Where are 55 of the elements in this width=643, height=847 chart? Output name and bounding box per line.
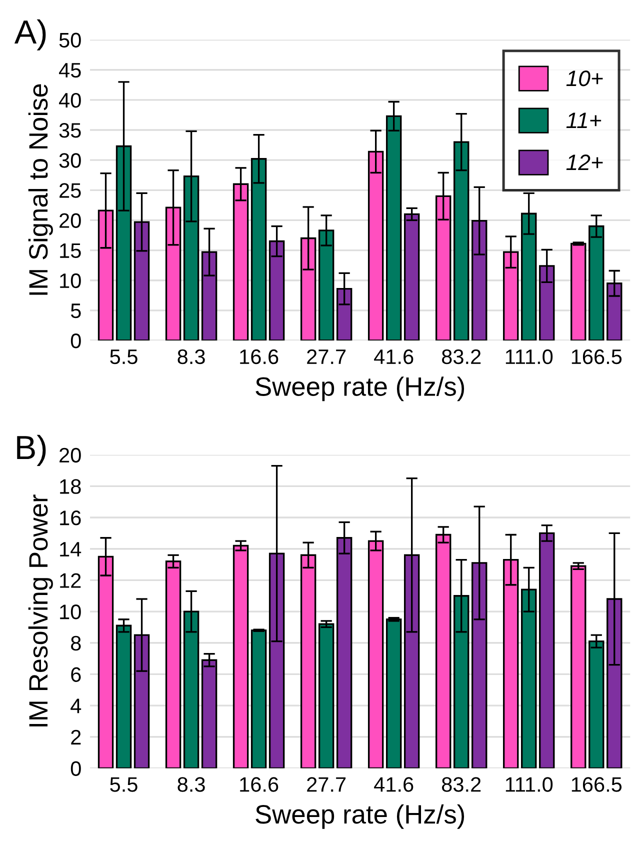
bar (318, 623, 334, 768)
x-tick-label: 83.2 (442, 777, 481, 792)
y-tick-label: 25 (60, 183, 81, 198)
y-tick-label: 0 (70, 333, 81, 348)
y-axis-title: IM Resolving Power (28, 494, 53, 726)
y-tick-label: 16 (60, 510, 81, 526)
y-tick-label: 14 (60, 542, 82, 556)
x-tick-label: 16.6 (240, 777, 278, 792)
y-tick-label: 18 (60, 479, 81, 494)
bar (404, 213, 420, 340)
y-tick-label: 30 (59, 153, 81, 168)
y-tick-label: 6 (71, 667, 81, 682)
y-tick-label: 20 (60, 213, 81, 228)
bar (232, 544, 249, 768)
y-tick-label: 8 (71, 636, 81, 651)
x-axis-title: Sweep rate (Hz/s) (256, 804, 464, 829)
x-tick-label: 8.3 (178, 777, 205, 792)
x-tick-label: 83.2 (442, 349, 481, 364)
y-tick-label: 10 (60, 273, 81, 288)
y-tick-label: 15 (60, 244, 81, 258)
y-tick-label: 5 (70, 304, 81, 318)
bar (570, 242, 586, 340)
y-tick-label: 45 (58, 63, 81, 78)
legend-label: 10+ (566, 70, 603, 86)
y-axis-title: IM Signal to Noise (28, 84, 53, 295)
x-tick-label: 5.5 (110, 350, 138, 364)
y-tick-label: 40 (58, 92, 81, 108)
x-tick-label: 8.3 (178, 349, 205, 364)
x-tick-label: 166.5 (572, 349, 622, 364)
x-tick-label: 41.6 (374, 777, 414, 792)
y-tick-label: 50 (59, 32, 81, 48)
bar (570, 565, 586, 768)
y-tick-label: 12 (60, 573, 81, 588)
x-tick-label: 166.5 (572, 777, 622, 792)
x-tick-label: 27.7 (307, 349, 346, 364)
x-axis-title: Sweep rate (Hz/s) (256, 376, 464, 402)
legend-label: 12+ (566, 154, 603, 170)
x-tick-label: 41.6 (374, 349, 414, 364)
x-tick-label: 16.6 (240, 349, 278, 364)
x-tick-label: 111.0 (506, 349, 553, 364)
y-tick-label: 0 (70, 761, 81, 776)
x-tick-label: 111.0 (506, 777, 553, 792)
y-tick-label: 10 (60, 604, 81, 620)
y-tick-label: 2 (71, 730, 81, 744)
chart-title: A) (14, 19, 46, 50)
bar (386, 618, 402, 768)
chart-title: B) (17, 434, 46, 466)
x-tick-label: 27.7 (307, 777, 346, 792)
bar (250, 630, 267, 768)
bar (588, 640, 604, 768)
legend-label: 11+ (566, 112, 602, 128)
y-tick-label: 4 (70, 698, 82, 714)
x-tick-label: 5.5 (110, 777, 138, 792)
y-tick-label: 35 (59, 123, 81, 138)
y-tick-label: 20 (60, 448, 81, 463)
